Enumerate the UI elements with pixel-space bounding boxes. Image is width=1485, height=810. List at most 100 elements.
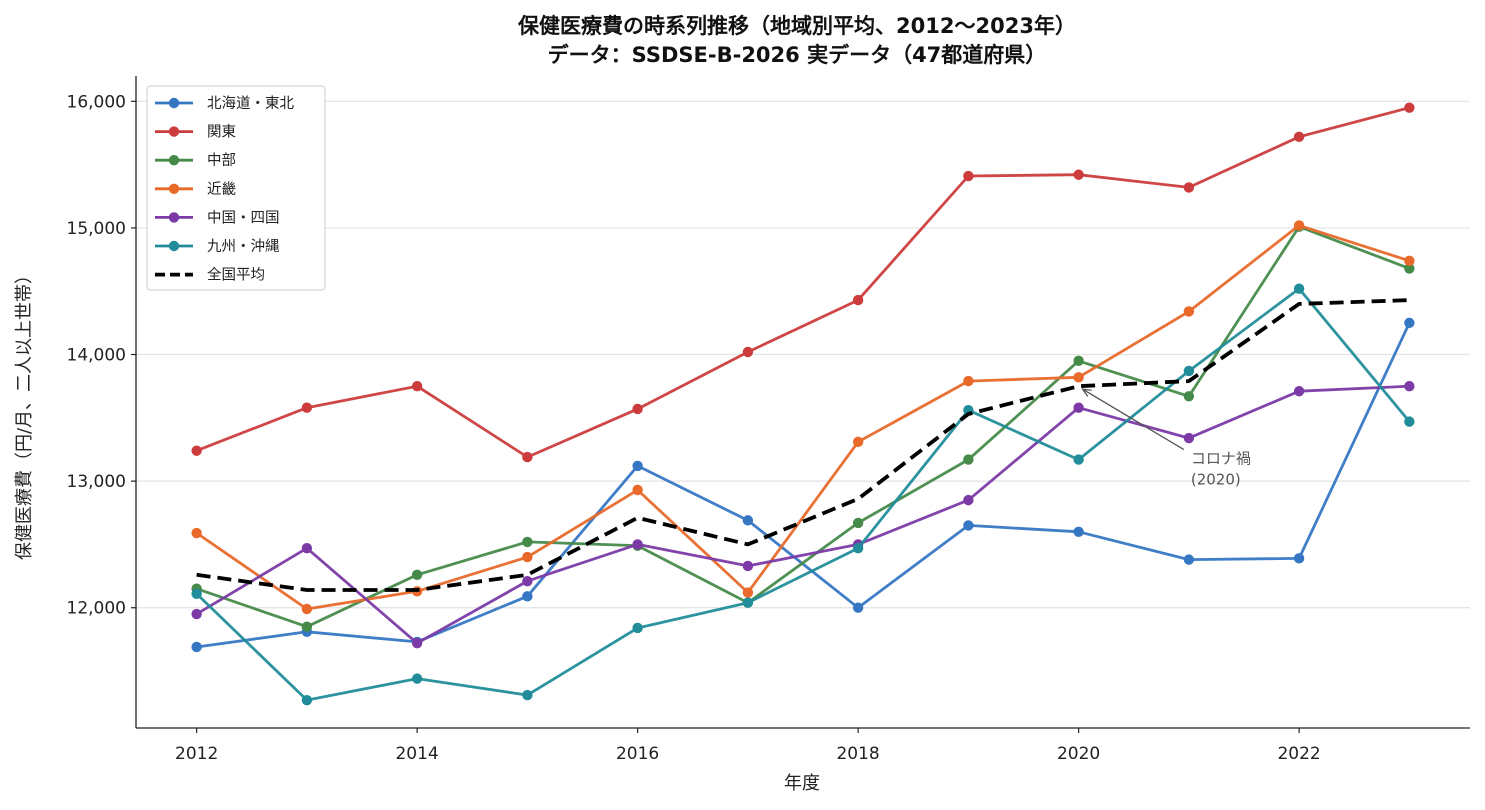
data-point bbox=[1404, 255, 1415, 267]
data-point bbox=[963, 520, 974, 531]
series-line bbox=[195, 384, 1410, 645]
data-point bbox=[742, 346, 754, 358]
legend-label: 北海道・東北 bbox=[207, 95, 294, 112]
y-tick-label: 12,000 bbox=[67, 599, 126, 619]
data-point bbox=[522, 689, 533, 701]
y-tick-label: 13,000 bbox=[67, 472, 126, 492]
data-point bbox=[191, 608, 202, 620]
data-point bbox=[632, 403, 643, 415]
x-tick-label: 2014 bbox=[395, 744, 438, 764]
data-point bbox=[742, 515, 754, 526]
series-line bbox=[196, 225, 1410, 629]
x-tick-label: 2016 bbox=[616, 744, 659, 764]
y-tick-label: 16,000 bbox=[67, 92, 126, 112]
gridlines bbox=[136, 100, 1470, 609]
series-2 bbox=[191, 221, 1415, 632]
data-point bbox=[411, 637, 423, 649]
data-point bbox=[1404, 102, 1415, 113]
legend-label: 中国・四国 bbox=[207, 209, 280, 226]
data-point bbox=[301, 694, 313, 706]
data-point bbox=[1293, 220, 1305, 231]
data-point bbox=[1073, 372, 1084, 383]
data-point bbox=[632, 460, 643, 472]
legend-box bbox=[146, 85, 326, 291]
chart-title: 保健医療費の時系列推移（地域別平均、2012〜2023年） bbox=[517, 14, 1076, 38]
data-point bbox=[411, 673, 423, 684]
x-tick-label: 2018 bbox=[836, 744, 879, 764]
data-point bbox=[1073, 355, 1084, 367]
annotation: コロナ禍 (2020) bbox=[1081, 388, 1251, 489]
data-point bbox=[1073, 169, 1084, 180]
data-point bbox=[522, 451, 533, 463]
legend-label: 九州・沖縄 bbox=[207, 238, 280, 255]
data-point bbox=[632, 484, 643, 496]
data-point bbox=[1293, 131, 1305, 142]
y-tick-label: 15,000 bbox=[67, 219, 126, 239]
y-tick-label: 14,000 bbox=[67, 346, 126, 366]
legend-item-4: 中国・四国 bbox=[155, 209, 280, 226]
legend-swatch-marker bbox=[168, 183, 180, 194]
data-point bbox=[1183, 391, 1195, 402]
series-line bbox=[195, 287, 1411, 702]
series-1 bbox=[191, 102, 1415, 463]
data-point bbox=[742, 560, 754, 572]
y-axis-label: 保健医療費（円/月、二人以上世帯） bbox=[14, 266, 35, 560]
data-point bbox=[963, 375, 974, 387]
legend-item-1: 関東 bbox=[155, 124, 236, 141]
data-point bbox=[852, 517, 864, 529]
legend-label: 中部 bbox=[207, 152, 236, 169]
data-point bbox=[1293, 386, 1305, 397]
legend-swatch-marker bbox=[168, 212, 180, 223]
data-point bbox=[301, 402, 313, 413]
series-line bbox=[195, 224, 1410, 611]
data-point bbox=[1183, 365, 1195, 377]
legend-label: 全国平均 bbox=[207, 266, 265, 284]
data-point bbox=[963, 170, 974, 182]
data-point bbox=[411, 380, 423, 392]
data-point bbox=[632, 539, 643, 550]
data-point bbox=[852, 602, 864, 613]
series-3 bbox=[191, 220, 1415, 615]
axes: 12,000 13,000 14,000 15,000 16,000 2012 2014 20… bbox=[67, 76, 1470, 764]
data-point bbox=[852, 294, 864, 306]
annotation-arrow-line bbox=[1082, 388, 1185, 451]
legend-item-3: 近畿 bbox=[155, 181, 236, 198]
series-6 bbox=[196, 298, 1410, 592]
data-point bbox=[411, 569, 423, 581]
data-point bbox=[1293, 553, 1305, 564]
data-point bbox=[1183, 306, 1195, 317]
legend-swatch-marker bbox=[168, 155, 180, 166]
legend-item-0: 北海道・東北 bbox=[155, 95, 294, 112]
data-point bbox=[1183, 432, 1195, 444]
series-5 bbox=[191, 283, 1415, 706]
data-point bbox=[1404, 416, 1415, 427]
x-tick-label: 2012 bbox=[175, 744, 218, 764]
data-point bbox=[301, 621, 313, 632]
data-point bbox=[1404, 380, 1415, 392]
legend-label: 関東 bbox=[207, 124, 236, 141]
data-point bbox=[963, 454, 974, 465]
data-point bbox=[191, 588, 202, 600]
data-point bbox=[301, 543, 313, 554]
legend-swatch-marker bbox=[168, 126, 180, 137]
data-point bbox=[1073, 454, 1084, 465]
data-point bbox=[1404, 317, 1415, 329]
legend-label: 近畿 bbox=[207, 181, 236, 198]
annotation-label-2: (2020) bbox=[1191, 471, 1241, 489]
data-point bbox=[852, 543, 864, 554]
data-point bbox=[1073, 402, 1084, 413]
legend-swatch-marker bbox=[168, 240, 180, 252]
data-point bbox=[522, 536, 533, 548]
data-point bbox=[191, 641, 202, 653]
data-point bbox=[1183, 554, 1195, 565]
data-point bbox=[632, 622, 643, 634]
chart-subtitle: データ：SSDSE-B-2026 実データ（47都道府県） bbox=[548, 43, 1047, 67]
data-point bbox=[1183, 182, 1195, 193]
x-tick-label: 2020 bbox=[1057, 744, 1100, 764]
series-line bbox=[196, 106, 1410, 459]
data-point bbox=[522, 575, 533, 587]
x-tick-label: 2022 bbox=[1277, 744, 1320, 764]
data-point bbox=[191, 527, 202, 539]
data-point bbox=[522, 591, 533, 602]
